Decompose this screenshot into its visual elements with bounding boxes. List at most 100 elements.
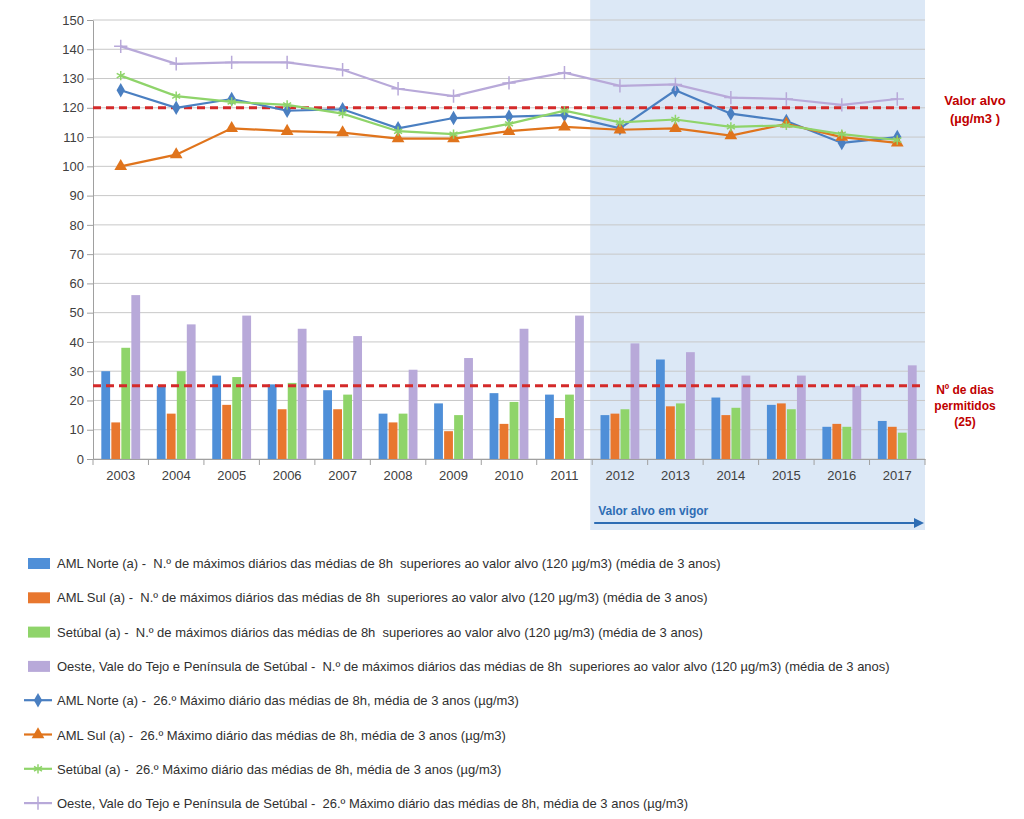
marker [172, 101, 180, 115]
x-tick: 2014 [716, 468, 745, 483]
bar [389, 422, 398, 459]
marker [394, 121, 402, 135]
bar [686, 352, 695, 459]
bar [379, 414, 388, 459]
marker [114, 40, 127, 53]
bar [852, 386, 861, 459]
y-tick-label: 90 [70, 188, 84, 203]
y-tick-mark [87, 137, 93, 138]
y-tick: 50 [70, 305, 93, 320]
x-tick-label: 2016 [827, 468, 856, 483]
y-tick-mark [87, 20, 93, 21]
span-label: Valor alvo em vigor [598, 504, 708, 518]
shaded-span [590, 0, 925, 530]
x-tick: 2007 [328, 468, 357, 483]
y-tick-mark [87, 49, 93, 50]
y-tick-mark [87, 283, 93, 284]
x-tick-mark [93, 459, 94, 465]
marker [117, 71, 125, 80]
grid-line [93, 312, 925, 313]
bar-series [111, 403, 896, 459]
x-tick-label: 2006 [273, 468, 302, 483]
marks [93, 40, 925, 459]
reference-label: Nº de dias [936, 383, 994, 397]
line-series [117, 83, 902, 150]
reference-line [93, 384, 925, 387]
marker [228, 97, 236, 106]
marker [616, 118, 624, 127]
y-tick-label: 100 [62, 159, 84, 174]
y-tick-mark [87, 371, 93, 372]
grid-line [93, 49, 925, 50]
legend-swatch [28, 627, 50, 638]
reference-label: (µg/m3 ) [950, 111, 1000, 126]
y-tick: 90 [70, 188, 93, 203]
y-tick: 70 [70, 247, 93, 262]
y-tick: 150 [62, 13, 93, 28]
legend-marker [31, 796, 44, 809]
line-series [114, 117, 903, 170]
x-tick: 2010 [495, 468, 524, 483]
bar [741, 376, 750, 459]
legend-label: Setúbal (a) - 26.º Máximo diário das méd… [57, 762, 501, 777]
x-tick-label: 2004 [162, 468, 191, 483]
bar [212, 376, 221, 459]
marker [450, 130, 458, 139]
y-tick-mark [87, 166, 93, 167]
bar [409, 370, 418, 459]
x-tick-label: 2017 [883, 468, 912, 483]
y-tick: 30 [70, 364, 93, 379]
marker [225, 121, 238, 132]
bar [676, 403, 685, 459]
legend-item: AML Norte (a) - 26.º Máximo diário das m… [24, 693, 519, 708]
marker [727, 122, 735, 131]
x-tick-mark [370, 459, 371, 465]
grid-line [93, 20, 925, 21]
bar [908, 365, 917, 459]
reference-line [93, 106, 925, 109]
marker [502, 76, 515, 89]
bar [167, 414, 176, 459]
legend-marker [34, 764, 42, 773]
bar-series [131, 295, 916, 459]
bar [464, 358, 473, 459]
bar [832, 424, 841, 459]
y-tick: 60 [70, 276, 93, 291]
x-tick-label: 2014 [716, 468, 745, 483]
marker [891, 136, 904, 147]
span-arrow [594, 522, 917, 524]
legend-swatch [28, 592, 50, 603]
y-tick-label: 10 [70, 422, 84, 437]
marker [447, 89, 460, 102]
marker [838, 130, 846, 139]
y-tick-label: 80 [70, 218, 84, 233]
y-tick-label: 40 [70, 335, 84, 350]
marker [170, 147, 183, 158]
x-tick-mark [925, 459, 926, 465]
bar [131, 295, 140, 459]
bar [121, 348, 130, 459]
y-tick: 10 [70, 422, 93, 437]
y-tick: 0 [77, 452, 93, 467]
marker [114, 159, 127, 170]
legend-label: Oeste, Vale do Tejo e Península de Setúb… [57, 796, 688, 811]
bar [353, 336, 362, 459]
marker [449, 111, 457, 125]
bar [222, 405, 231, 459]
marker [117, 83, 125, 97]
legend: AML Norte (a) - N.º de máximos diários d… [24, 556, 890, 811]
marker [281, 124, 294, 135]
marker [613, 79, 626, 92]
y-tick-mark [87, 254, 93, 255]
y-tick: 100 [62, 159, 93, 174]
x-tick-label: 2010 [495, 468, 524, 483]
marker [782, 121, 790, 130]
bar [711, 398, 720, 459]
x-tick-mark [203, 459, 204, 465]
marker [283, 100, 291, 109]
bar [343, 395, 352, 459]
y-tick-label: 140 [62, 42, 84, 57]
legend-label: Setúbal (a) - N.º de máximos diários das… [57, 625, 703, 640]
y-tick-label: 120 [62, 100, 84, 115]
bar [555, 418, 564, 459]
